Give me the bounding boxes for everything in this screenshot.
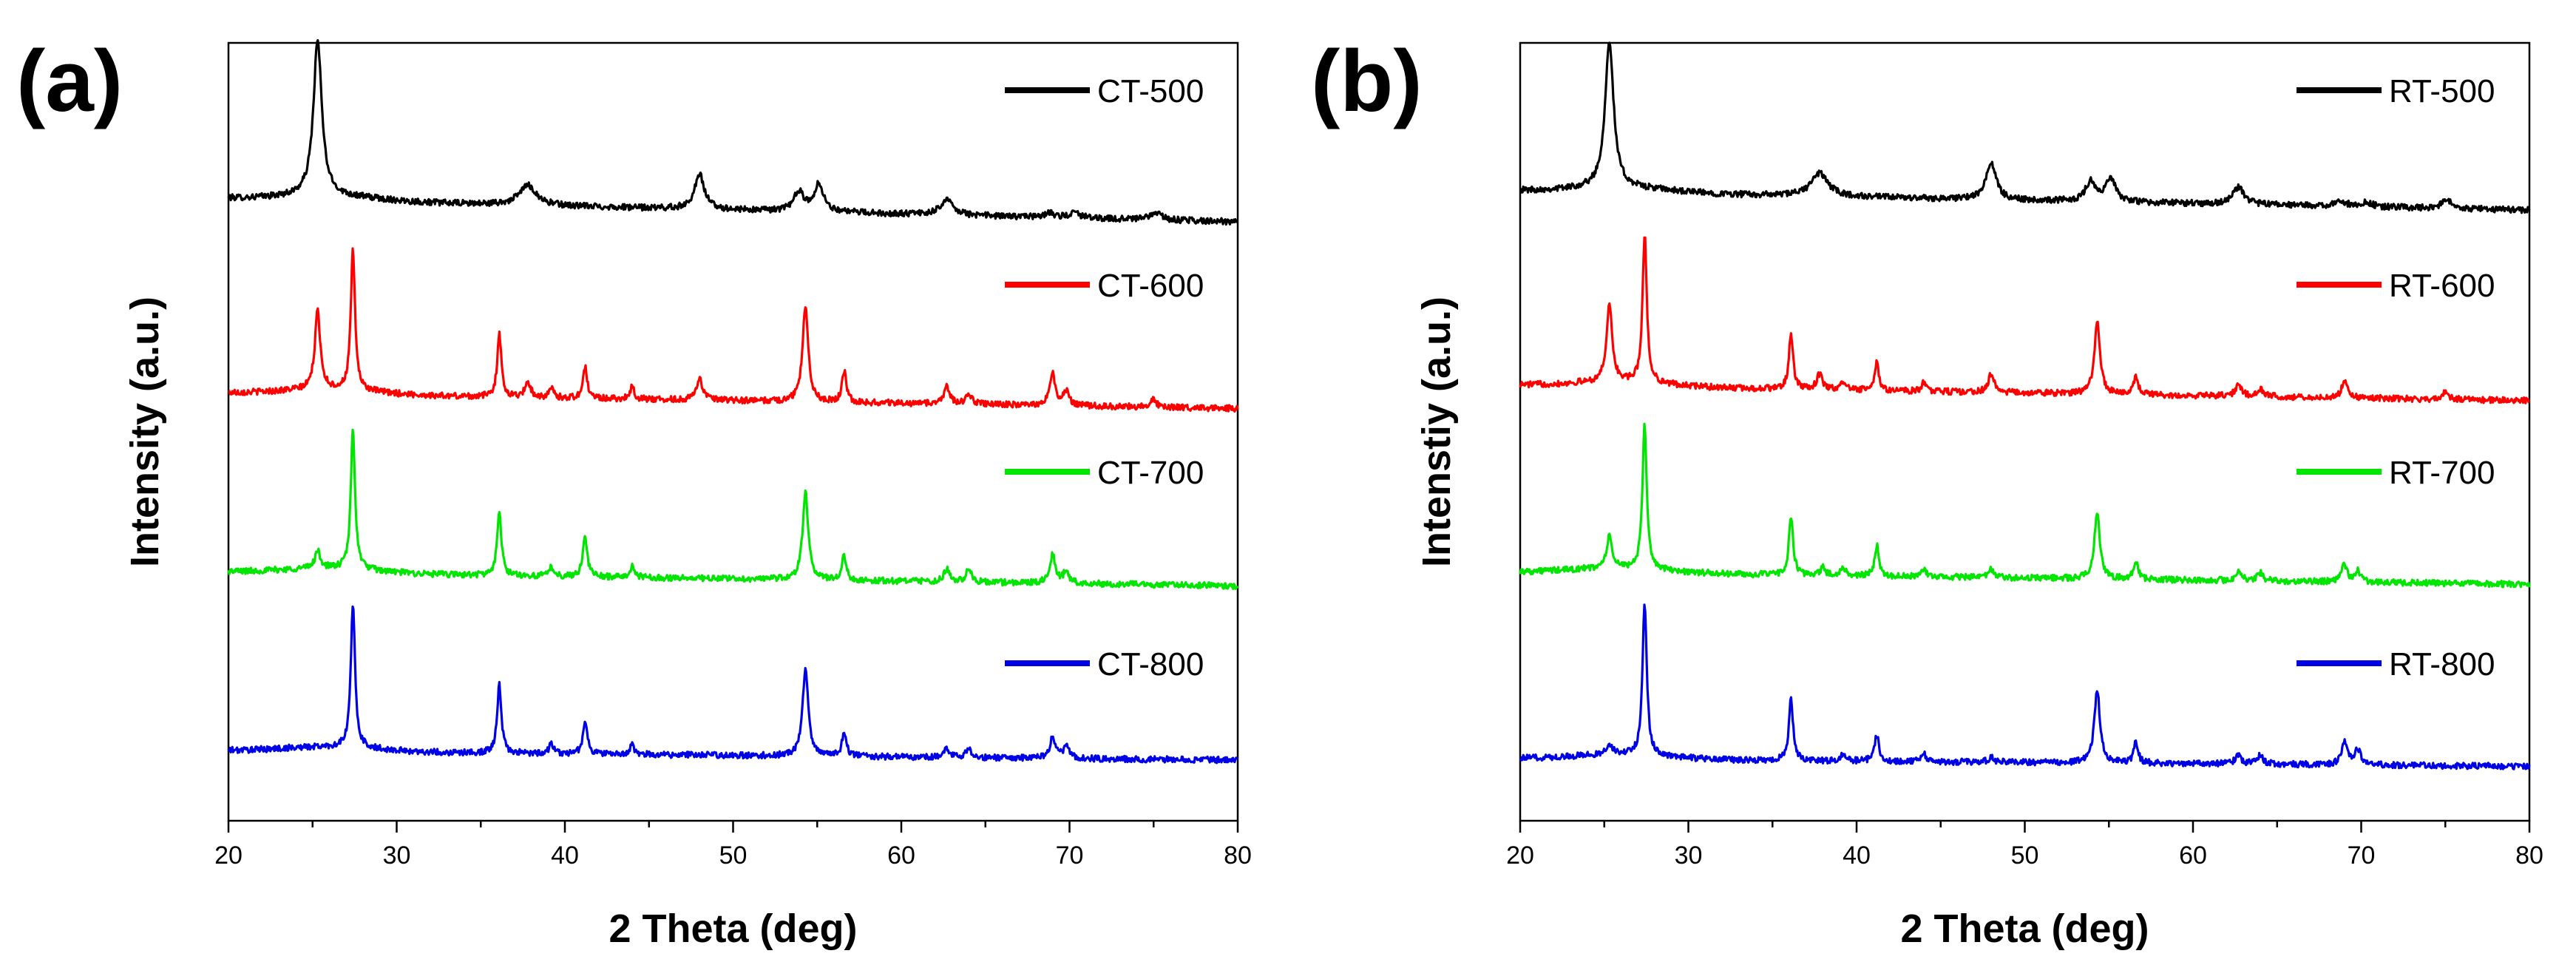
- panel-b: 20 30 40 50 60 70 80 2 Theta (deg) Intenstiy (a.…: [1311, 33, 2543, 951]
- x-tick-label: 50: [719, 841, 748, 870]
- y-axis-title: Intensity (a.u.): [123, 297, 167, 567]
- x-tick-label: 60: [2179, 841, 2207, 870]
- legend-label: RT-800: [2389, 646, 2495, 682]
- x-tick-label: 40: [551, 841, 579, 870]
- xrd-trace-rt-500: [1519, 41, 2531, 214]
- panel-a: 20 30 40 50 60 70 80 2 Theta (deg) Intensity (a.…: [16, 33, 1252, 951]
- x-tick-label: 80: [1224, 841, 1252, 870]
- panel-label: (b): [1311, 33, 1423, 130]
- x-tick-label: 40: [1843, 841, 1871, 870]
- xrd-trace-ct-800: [227, 605, 1239, 765]
- legend-label: RT-700: [2389, 455, 2495, 491]
- x-axis-title: 2 Theta (deg): [1900, 907, 2149, 951]
- legend-label: RT-600: [2389, 268, 2495, 304]
- xrd-trace-rt-700: [1519, 422, 2531, 589]
- x-tick-label: 50: [2011, 841, 2039, 870]
- legend-label: CT-700: [1097, 455, 1204, 491]
- legend-label: CT-800: [1097, 646, 1204, 682]
- xrd-trace-rt-600: [1519, 236, 2530, 404]
- panel-label: (a): [16, 33, 123, 130]
- x-tick-label: 30: [1675, 841, 1703, 870]
- legend-label: CT-500: [1097, 73, 1204, 109]
- legend-label: RT-500: [2389, 73, 2495, 109]
- xrd-trace-ct-600: [228, 247, 1239, 413]
- x-tick-label: 70: [2348, 841, 2376, 870]
- x-tick-label: 20: [1506, 841, 1534, 870]
- x-tick-label: 20: [214, 841, 243, 870]
- y-axis-title: Intenstiy (a.u.): [1414, 297, 1459, 567]
- xrd-trace-ct-700: [227, 428, 1239, 590]
- x-tick-label: 80: [2515, 841, 2543, 870]
- x-tick-label: 30: [383, 841, 411, 870]
- plot-frame: [1519, 41, 2531, 822]
- xrd-trace-rt-800: [1519, 603, 2531, 770]
- x-tick-label: 70: [1056, 841, 1084, 870]
- plot-frame: [227, 41, 1239, 822]
- x-tick-label: 60: [887, 841, 915, 870]
- xrd-trace-ct-500: [227, 38, 1239, 226]
- x-axis-title: 2 Theta (deg): [609, 907, 857, 951]
- legend-label: CT-600: [1097, 268, 1204, 304]
